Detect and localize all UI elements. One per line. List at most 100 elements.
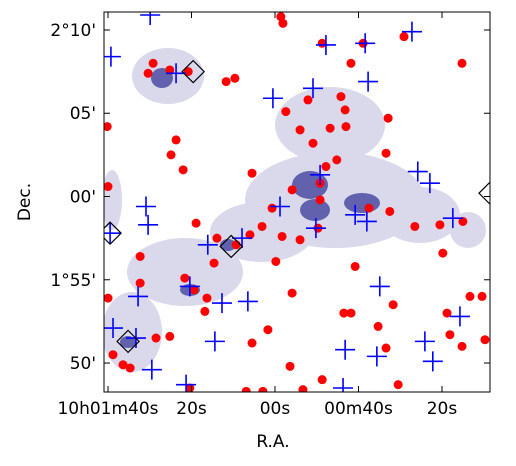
point [241, 386, 251, 392]
diamond [104, 221, 122, 245]
point [480, 335, 490, 345]
y-tick-label: 00' [70, 188, 96, 208]
point [341, 122, 351, 132]
point [381, 148, 391, 158]
cross [104, 318, 124, 339]
x-axis-label: R.A. [256, 432, 289, 452]
point [295, 125, 305, 135]
cross [401, 21, 422, 42]
point [308, 138, 318, 148]
point [104, 182, 113, 192]
cross [141, 359, 162, 380]
cross [335, 339, 356, 360]
point [148, 58, 158, 68]
point [285, 361, 295, 371]
cross [345, 204, 366, 225]
cross [356, 211, 377, 232]
point [247, 338, 257, 348]
x-tick-label: 20s [427, 399, 458, 419]
cross [237, 291, 258, 312]
point [231, 240, 241, 250]
point [278, 18, 288, 28]
point [298, 385, 308, 392]
cross [135, 196, 156, 217]
point [171, 135, 181, 145]
cross [414, 331, 435, 352]
cross [140, 12, 161, 25]
point [435, 220, 445, 230]
point [346, 308, 356, 318]
point [166, 150, 176, 160]
cross [302, 78, 323, 99]
point [410, 221, 420, 231]
y-tick-label: 05' [70, 104, 96, 124]
cross [128, 286, 149, 307]
point [393, 380, 403, 390]
point [108, 350, 118, 360]
point [104, 122, 112, 132]
cross [166, 63, 187, 84]
point [388, 300, 398, 310]
cross [358, 71, 379, 92]
y-tick-label: 1°55' [50, 271, 96, 291]
contours [104, 48, 486, 372]
cross [366, 346, 387, 367]
cross [138, 214, 159, 235]
cross [310, 164, 331, 185]
point [321, 162, 331, 172]
point [143, 68, 153, 78]
point [287, 185, 297, 195]
point [465, 291, 475, 301]
x-tick-label: 00s [260, 399, 291, 419]
point [385, 206, 395, 216]
point [151, 333, 161, 343]
point [457, 341, 467, 351]
point [135, 251, 145, 261]
diamond [181, 59, 206, 84]
point [277, 231, 287, 241]
point [212, 233, 222, 243]
point [303, 95, 313, 105]
cross [176, 374, 197, 392]
point [442, 308, 452, 318]
point [180, 273, 190, 283]
cross [232, 228, 253, 249]
point [445, 330, 455, 340]
point [189, 285, 199, 295]
point [209, 258, 219, 268]
point [364, 203, 374, 213]
point [202, 293, 212, 303]
point [315, 195, 325, 205]
point [267, 203, 277, 213]
point [104, 293, 113, 303]
y-tick-label: 50' [70, 354, 96, 374]
point [263, 325, 273, 335]
point [281, 107, 291, 117]
point [350, 261, 360, 271]
point [118, 360, 128, 370]
point [257, 221, 267, 231]
point [346, 58, 356, 68]
point [191, 218, 201, 228]
cross [442, 208, 463, 229]
diamond [219, 234, 244, 259]
cross [270, 196, 291, 217]
point [295, 235, 305, 245]
cross [179, 276, 200, 297]
point [332, 155, 342, 165]
plot-frame [103, 11, 491, 393]
cross [197, 234, 218, 255]
point [200, 306, 210, 316]
cross [262, 88, 283, 109]
point [287, 288, 297, 298]
point [258, 386, 268, 392]
diamond [478, 181, 490, 206]
y-axis-label: Dec. [15, 183, 35, 221]
y-tick-label: 2°10' [50, 21, 96, 41]
diamond [116, 329, 140, 354]
point [383, 113, 393, 123]
x-tick-label: 10h01m40s [57, 399, 158, 419]
point [185, 383, 195, 392]
